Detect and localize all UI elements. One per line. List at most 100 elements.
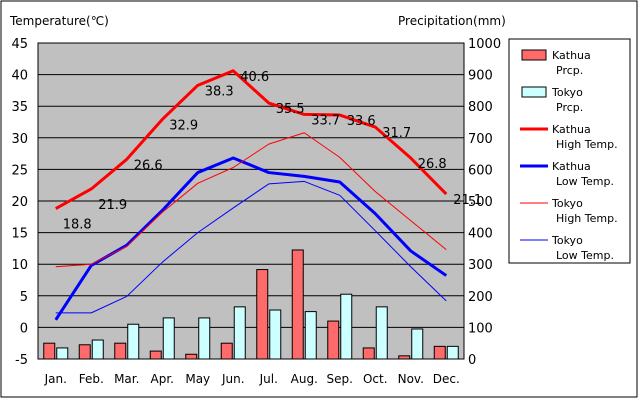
legend-label: Tokyo — [551, 86, 583, 99]
precipitation-tick-label: 700 — [468, 132, 493, 147]
data-label: 21.1 — [453, 193, 482, 208]
month-label: Feb. — [79, 372, 104, 386]
temperature-series-line — [54, 156, 448, 321]
legend-swatch — [521, 49, 547, 61]
month-label: May — [185, 372, 210, 386]
precipitation-bar — [327, 320, 340, 360]
precipitation-bar — [446, 345, 459, 360]
data-label: 26.8 — [418, 157, 447, 172]
legend: Kathua Prcp. Tokyo Prcp. Kathua High Temp. Kat… — [508, 38, 631, 264]
temperature-tick-label: 20 — [11, 195, 28, 210]
month-label: Jul. — [259, 372, 278, 386]
month-label: Nov. — [398, 372, 424, 386]
month-label: Apr. — [151, 372, 174, 386]
data-label: 38.3 — [205, 84, 234, 99]
data-labels: 18.8 21.9 26.6 32.9 38.3 40.6 35.5 33.7 33.6 31.7… — [63, 70, 482, 233]
legend-label: Low Temp. — [556, 175, 614, 188]
precipitation-tick-label: 900 — [468, 69, 493, 84]
precipitation-tick-label: 0 — [468, 353, 476, 368]
legend-box — [508, 38, 631, 264]
precipitation-bar — [411, 328, 424, 360]
legend-label: Kathua — [552, 49, 591, 62]
precipitation-bar — [56, 347, 69, 360]
month-label: Dec. — [433, 372, 460, 386]
temperature-tick-label: 5 — [20, 290, 28, 305]
precipitation-bar — [127, 323, 140, 360]
month-label: Aug. — [291, 372, 318, 386]
precipitation-bar — [220, 342, 233, 360]
temperature-tick-label: 10 — [11, 258, 28, 273]
legend-label: Low Temp. — [556, 249, 614, 262]
data-label: 32.9 — [169, 118, 198, 133]
legend-label: Prcp. — [556, 101, 583, 114]
month-label: Jan. — [44, 372, 67, 386]
precipitation-bar — [304, 311, 317, 360]
precipitation-bar — [340, 293, 353, 360]
precipitation-tick-label: 300 — [468, 258, 493, 273]
precipitation-bar — [91, 339, 104, 360]
precipitation-bar — [78, 344, 91, 360]
temperature-tick-label: 25 — [11, 163, 28, 178]
data-label: 33.6 — [347, 114, 376, 129]
data-label: 26.6 — [134, 158, 163, 173]
precipitation-tick-label: 1000 — [468, 37, 501, 52]
precipitation-tick-label: 400 — [468, 227, 493, 242]
month-label: Oct. — [363, 372, 388, 386]
precipitation-bar — [375, 306, 388, 360]
temperature-tick-label: 35 — [11, 100, 28, 115]
precipitation-bar — [43, 342, 56, 360]
legend-swatch — [521, 86, 547, 98]
precipitation-bars — [43, 249, 459, 360]
right-axis-title: Precipitation(mm) — [398, 14, 506, 28]
temperature-tick-label: -5 — [15, 353, 28, 368]
precipitation-bar — [233, 306, 246, 360]
legend-label: High Temp. — [556, 138, 618, 151]
precipitation-bar — [114, 342, 127, 360]
temperature-tick-label: 40 — [11, 69, 28, 84]
precipitation-axis: 0 100 200 300 400 500 600 700 800 900 1000 — [468, 37, 501, 368]
temperature-tick-label: 45 — [11, 37, 28, 52]
precipitation-tick-label: 500 — [468, 195, 493, 210]
legend-label: Tokyo — [551, 234, 583, 247]
precipitation-tick-label: 600 — [468, 163, 493, 178]
data-label: 21.9 — [98, 198, 127, 213]
data-label: 40.6 — [240, 70, 269, 85]
legend-label: Tokyo — [551, 197, 583, 210]
month-axis: Jan. Feb. Mar. Apr. May Jun. Jul. Aug. Sep. Oct. N… — [44, 372, 460, 386]
month-label: Sep. — [327, 372, 353, 386]
data-label: 31.7 — [382, 126, 411, 141]
precipitation-bar — [291, 249, 304, 360]
precipitation-bar — [269, 309, 282, 360]
temperature-series-line — [55, 132, 447, 268]
precipitation-bar — [362, 347, 375, 360]
precipitation-bar — [185, 353, 198, 360]
temperature-axis: -5 0 5 10 15 20 25 30 35 40 45 — [11, 37, 28, 368]
legend-label: Kathua — [552, 123, 591, 136]
precipitation-tick-label: 800 — [468, 100, 493, 115]
month-label: Jun. — [221, 372, 245, 386]
month-label: Mar. — [114, 372, 139, 386]
data-label: 33.7 — [311, 113, 340, 128]
temperature-tick-label: 15 — [11, 227, 28, 242]
left-axis-title: Temperature(℃) — [9, 14, 109, 28]
legend-label: Prcp. — [556, 64, 583, 77]
precipitation-tick-label: 200 — [468, 290, 493, 305]
precipitation-bar — [433, 345, 446, 360]
precipitation-bar — [398, 355, 411, 360]
temperature-tick-label: 0 — [20, 321, 28, 336]
temperature-series-line — [55, 180, 447, 314]
data-label: 18.8 — [63, 218, 92, 233]
precipitation-bar — [162, 317, 175, 360]
data-label: 35.5 — [276, 102, 305, 117]
precipitation-bar — [149, 350, 162, 360]
precipitation-bar — [198, 317, 211, 360]
temperature-tick-label: 30 — [11, 132, 28, 147]
temperature-series-line — [55, 69, 448, 210]
legend-label: High Temp. — [556, 212, 618, 225]
legend-label: Kathua — [552, 160, 591, 173]
temperature-lines — [54, 69, 448, 321]
precipitation-tick-label: 100 — [468, 321, 493, 336]
precipitation-bar — [256, 269, 269, 360]
